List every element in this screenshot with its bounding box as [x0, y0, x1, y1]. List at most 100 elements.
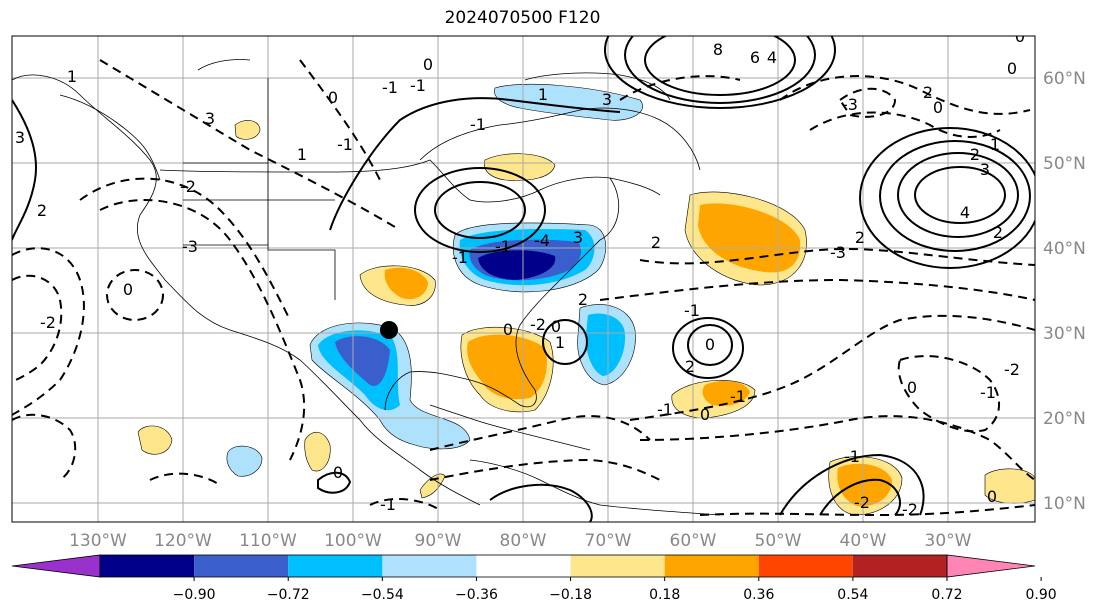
longitude-label: 70°W	[585, 531, 632, 551]
contour-label: -2	[40, 313, 56, 332]
contour-label: 0	[1015, 27, 1025, 46]
contour-label: -1	[844, 447, 860, 466]
contour-label: 2	[993, 223, 1003, 242]
contour-label: 3	[573, 228, 583, 247]
longitude-label: 30°W	[925, 531, 972, 551]
contour-label: -1	[382, 78, 398, 97]
colorbar-bin	[100, 555, 195, 577]
contours-negative	[12, 59, 1035, 517]
colorbar-bin	[382, 555, 477, 577]
longitude-label: 100°W	[324, 531, 382, 551]
contour-label: 6	[750, 48, 760, 67]
contour-label: -2	[180, 177, 196, 196]
longitude-label: 40°W	[840, 531, 887, 551]
contour-label: 0	[551, 317, 561, 336]
longitude-label: 80°W	[500, 531, 547, 551]
contour-label: -1	[470, 115, 486, 134]
longitude-label: 120°W	[154, 531, 212, 551]
latitude-labels: 60°N 50°N 40°N 30°N 20°N 10°N	[1043, 69, 1086, 514]
contour-label: 0	[503, 320, 513, 339]
contour-label: -2	[1004, 360, 1020, 379]
colorbar-bin	[664, 555, 759, 577]
contour-label: -1	[452, 248, 468, 267]
contour-label: -4	[534, 231, 550, 250]
contour-label: 2	[578, 290, 588, 309]
location-marker-dot	[380, 321, 398, 339]
latitude-label: 50°N	[1043, 154, 1086, 174]
colorbar-bin	[758, 555, 853, 577]
latitude-label: 10°N	[1043, 494, 1086, 514]
contours-positive	[12, 36, 1035, 522]
contour-label: 2	[685, 357, 695, 376]
contour-label: 1	[538, 85, 548, 104]
colorbar-extend-low	[11, 554, 101, 578]
colorbar-tick-label: 0.72	[931, 587, 962, 603]
longitude-label: 130°W	[69, 531, 127, 551]
longitude-label: 110°W	[239, 531, 297, 551]
map-title: 2024070500 F120	[444, 8, 601, 28]
colorbar-bin	[288, 555, 383, 577]
contour-label: -2	[854, 493, 870, 512]
colorbar-bin	[476, 555, 571, 577]
contour-label: 0	[987, 487, 997, 506]
latitude-label: 30°N	[1043, 324, 1086, 344]
contour-label: -1	[380, 495, 396, 514]
colorbar: −0.90 −0.72 −0.54 −0.36 −0.18 0.18 0.36 0.54 0.7…	[11, 554, 1057, 603]
colorbar-tick-label: −0.18	[549, 587, 592, 603]
contour-label: 3	[15, 128, 25, 147]
latitude-label: 40°N	[1043, 239, 1086, 259]
contour-label: 4	[767, 48, 777, 67]
colorbar-bin	[852, 555, 947, 577]
contour-label: -1	[657, 400, 673, 419]
contour-label: 0	[933, 98, 943, 117]
contour-label: 2	[923, 83, 933, 102]
colorbar-tick-label: −0.72	[267, 587, 310, 603]
latitude-label: 60°N	[1043, 69, 1086, 89]
colorbar-tick-label: 0.54	[837, 587, 868, 603]
contour-label: 0	[328, 88, 338, 107]
contour-label: 3	[980, 160, 990, 179]
contour-label: -1	[337, 135, 353, 154]
contour-label: -1	[980, 383, 996, 402]
contour-label: 4	[960, 203, 970, 222]
contour-label: 2	[651, 233, 661, 252]
contour-label: -1	[684, 301, 700, 320]
longitude-label: 90°W	[415, 531, 462, 551]
contour-label: 3	[602, 90, 612, 109]
graticule	[12, 36, 1035, 522]
contour-label: 8	[713, 40, 723, 59]
contour-label: 2	[37, 201, 47, 220]
contour-label: 0	[423, 55, 433, 74]
contour-label: -3	[830, 243, 846, 262]
contour-label: 1	[990, 135, 1000, 154]
colorbar-tick-label: −0.90	[173, 587, 216, 603]
longitude-label: 60°W	[670, 531, 717, 551]
colorbar-tick-label: −0.36	[455, 587, 498, 603]
contour-label: 0	[123, 280, 133, 299]
contour-label: -3	[182, 237, 198, 256]
colorbar-tick-label: 0.18	[649, 587, 680, 603]
colorbar-tick-label: −0.54	[361, 587, 404, 603]
latitude-label: 20°N	[1043, 409, 1086, 429]
contour-label: 1	[555, 333, 565, 352]
longitude-labels: 130°W 120°W 110°W 100°W 90°W 80°W 70°W 60°W 50°W…	[69, 531, 972, 551]
colorbar-tick-label: 0.90	[1026, 587, 1057, 603]
colorbar-extend-high	[946, 554, 1036, 578]
contour-label: -1	[410, 76, 426, 95]
colorbar-tick-label: 0.36	[743, 587, 774, 603]
contour-label: -1	[495, 237, 511, 256]
contour-label: -3	[842, 95, 858, 114]
colorbar-frame	[99, 554, 948, 578]
contour-label: 0	[1007, 59, 1017, 78]
contour-label: 0	[333, 463, 343, 482]
contour-label: 0	[700, 405, 710, 424]
coastlines	[12, 59, 721, 516]
contour-label: -1	[730, 387, 746, 406]
longitude-label: 50°W	[755, 531, 802, 551]
colorbar-bin	[194, 555, 289, 577]
contour-label: 2	[855, 228, 865, 247]
contour-label: 1	[67, 67, 77, 86]
contour-label: 0	[907, 378, 917, 397]
